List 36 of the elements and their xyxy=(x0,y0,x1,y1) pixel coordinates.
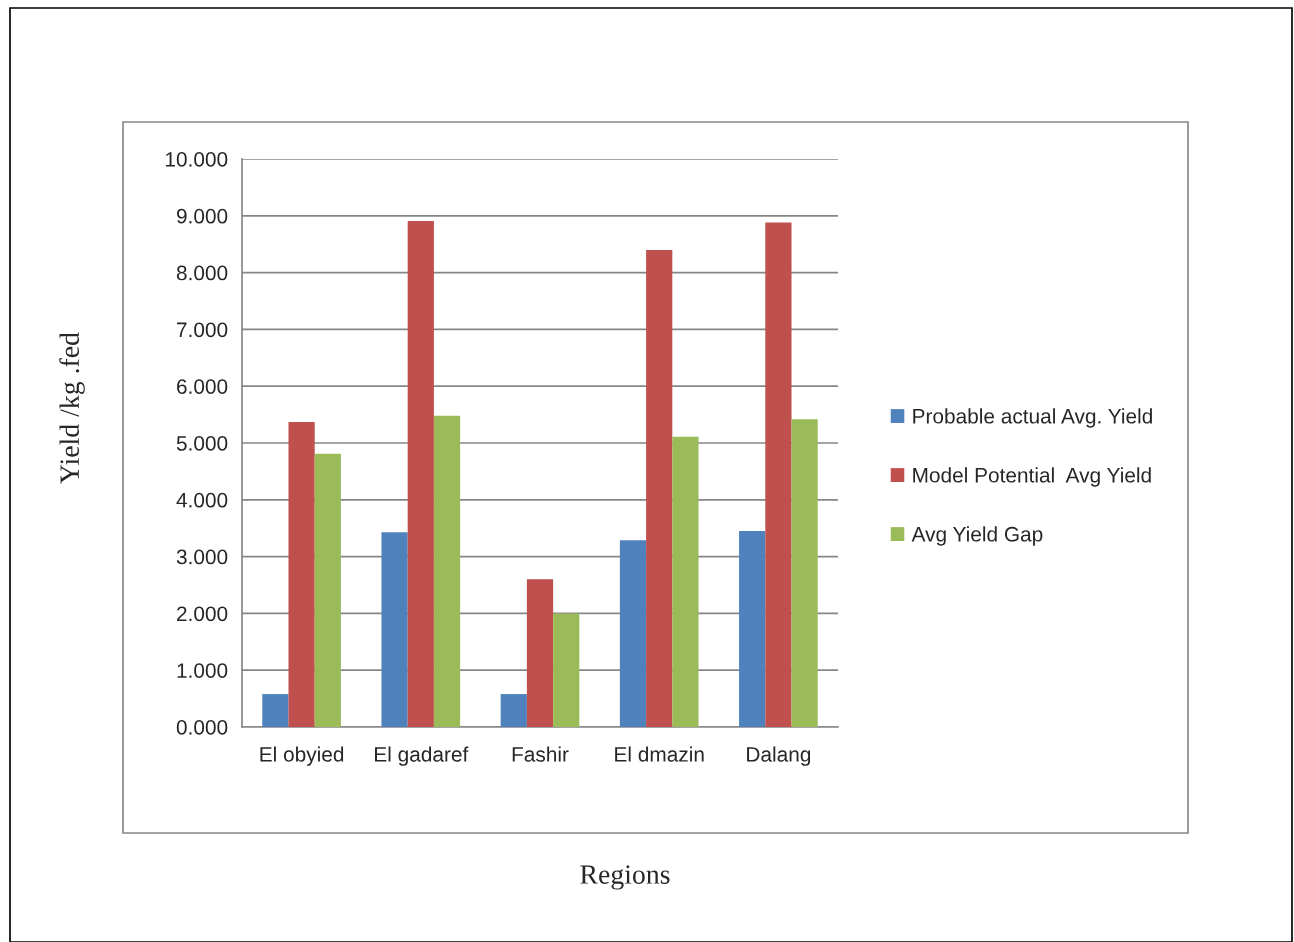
y-tick-label: 6.000 xyxy=(177,379,228,394)
y-tick-label: 5.000 xyxy=(176,436,228,451)
bar xyxy=(791,419,818,727)
y-tick-label: 7.000 xyxy=(177,322,228,338)
bar xyxy=(262,694,289,727)
bar xyxy=(314,453,341,727)
y-tick-label: 3.000 xyxy=(176,549,228,565)
bar xyxy=(553,613,580,727)
y-tick-label: 2.000 xyxy=(177,606,228,622)
legend-label: Avg Yield Gap xyxy=(911,526,1043,546)
legend-label: Model Potential Avg Yield xyxy=(913,467,1151,487)
y-tick-label: 8.000 xyxy=(176,265,228,281)
bar xyxy=(672,436,699,727)
bar xyxy=(646,249,673,727)
x-tick-label: El gadaref xyxy=(375,746,469,766)
legend-label: Probable actual Avg. Yield xyxy=(913,408,1152,428)
y-tick-label: 4.000 xyxy=(176,492,228,508)
x-axis-title: Regions xyxy=(580,865,670,890)
y-tick-label: 0.000 xyxy=(176,720,228,735)
x-tick-label: Fashir xyxy=(512,746,569,762)
bar xyxy=(288,421,315,727)
y-tick-label: 1.000 xyxy=(177,663,228,678)
x-tick-label: Dalang xyxy=(747,746,811,766)
bar xyxy=(500,694,527,727)
y-tick-label: 9.000 xyxy=(176,208,228,224)
y-axis-title: Yield /kg .fed xyxy=(59,332,85,484)
y-tick-label: 10.000 xyxy=(165,152,228,167)
bar xyxy=(381,532,408,727)
bar xyxy=(765,222,792,727)
bar xyxy=(526,579,554,727)
bar xyxy=(739,531,766,727)
x-tick-label: El dmazin xyxy=(615,746,704,762)
bar xyxy=(433,415,461,727)
x-tick-label: El obyied xyxy=(260,746,344,766)
bar xyxy=(407,220,434,727)
bar xyxy=(619,540,647,727)
